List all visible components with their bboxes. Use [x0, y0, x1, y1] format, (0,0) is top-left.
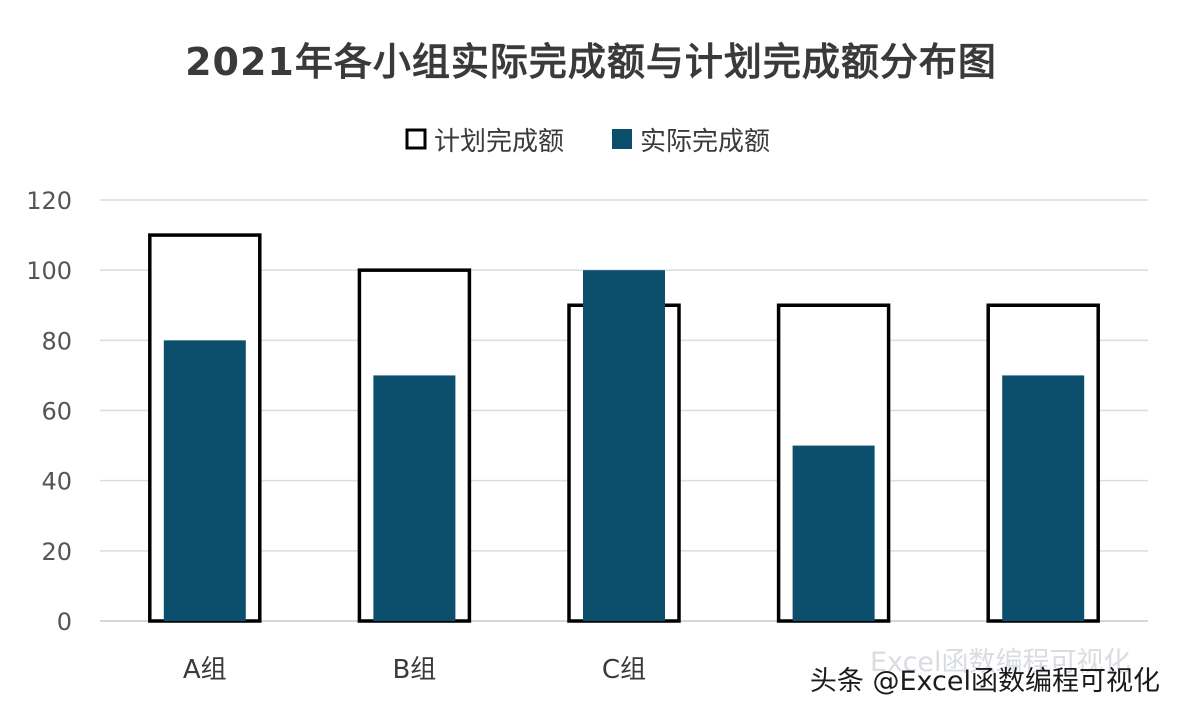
x-tick-label: C组 [602, 655, 646, 685]
chart-title: 2021年各小组实际完成额与计划完成额分布图 [185, 40, 997, 84]
actual-bar [583, 270, 665, 621]
y-tick-label: 120 [26, 187, 72, 215]
legend-label-actual: 实际完成额 [640, 127, 770, 157]
y-tick-label: 20 [41, 538, 72, 566]
y-tick-label: 60 [41, 398, 72, 426]
legend: 计划完成额 实际完成额 [405, 127, 770, 157]
legend-swatch-plan [405, 128, 427, 150]
actual-bar [1002, 375, 1085, 621]
x-tick-label: A组 [183, 655, 227, 685]
x-axis: A组 B组 C组 [183, 655, 646, 685]
watermark: Excel函数编程可视化 头条 @Excel函数编程可视化 [810, 647, 1160, 697]
actual-bar [373, 375, 456, 621]
legend-label-plan: 计划完成额 [434, 127, 564, 157]
watermark-text: 头条 @Excel函数编程可视化 [810, 666, 1160, 697]
y-tick-label: 0 [57, 608, 72, 636]
legend-swatch-actual [612, 129, 632, 149]
y-tick-label: 80 [41, 327, 72, 355]
y-axis: 0 20 40 60 80 100 120 [26, 187, 72, 636]
y-tick-label: 40 [41, 468, 72, 496]
x-tick-label: B组 [392, 655, 436, 685]
y-tick-label: 100 [26, 257, 72, 285]
actual-bars [163, 270, 1085, 621]
actual-bar [792, 445, 875, 621]
watermark-faint-text: Excel函数编程可视化 [870, 647, 1131, 678]
actual-bar [163, 340, 246, 621]
